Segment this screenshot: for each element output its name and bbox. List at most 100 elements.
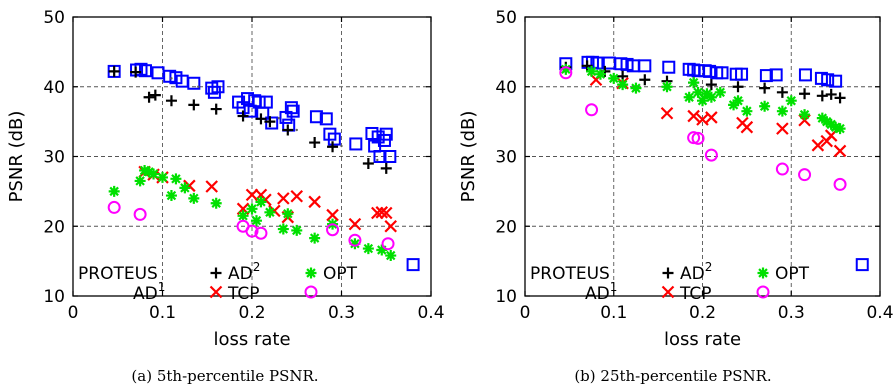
data-point	[340, 144, 343, 148]
legend-marker-ad2	[662, 267, 674, 279]
data-point	[834, 123, 846, 135]
data-point	[732, 81, 744, 93]
data-point	[245, 224, 259, 238]
data-point	[714, 86, 726, 98]
x-tick-label: 0.2	[689, 303, 716, 323]
data-point	[705, 111, 718, 124]
data-point	[277, 116, 281, 120]
data-point	[855, 258, 869, 272]
data-point	[348, 217, 362, 231]
data-point	[157, 171, 168, 183]
data-point	[381, 237, 395, 251]
x-tick-label: 0.1	[149, 303, 176, 323]
data-point	[833, 177, 847, 191]
series-dot	[170, 77, 379, 162]
data-point	[697, 95, 708, 107]
data-point	[594, 68, 606, 80]
legend-label-ad2-sup: 2	[705, 260, 713, 274]
data-point	[688, 77, 700, 89]
data-point	[379, 127, 393, 141]
data-point	[143, 91, 155, 103]
y-tick-label: 10	[43, 287, 65, 307]
data-point	[829, 74, 843, 88]
legend-marker-opt	[305, 267, 317, 279]
data-point	[165, 95, 177, 107]
data-point	[384, 219, 398, 233]
legend-label-ad1: AD1	[133, 280, 165, 304]
data-point	[108, 65, 120, 77]
data-point	[375, 206, 389, 219]
data-point	[715, 66, 729, 80]
legend-label-ad2: AD2	[680, 260, 712, 284]
data-point	[237, 110, 249, 122]
data-point	[728, 99, 740, 111]
data-point	[833, 144, 847, 158]
data-point	[799, 109, 811, 121]
series-plus	[108, 65, 392, 174]
data-point	[139, 164, 151, 176]
legend-marker-ad1	[304, 285, 318, 299]
y-tick-label: 30	[495, 148, 517, 168]
data-point	[385, 250, 397, 262]
data-point	[277, 223, 289, 235]
data-point	[740, 120, 754, 134]
legend-label-ad2: AD2	[228, 260, 260, 284]
data-point	[326, 223, 340, 237]
data-point	[608, 72, 620, 84]
legend-label-ad2-text: AD	[680, 264, 705, 284]
data-point	[188, 192, 200, 204]
data-point	[291, 224, 303, 236]
data-point	[799, 88, 811, 100]
data-point	[661, 81, 673, 93]
data-point	[691, 131, 705, 145]
x-tick-label: 0.4	[417, 303, 444, 323]
data-point	[590, 56, 604, 70]
data-point	[585, 103, 599, 117]
data-point	[188, 99, 200, 111]
data-point	[309, 137, 321, 149]
y-tick-label: 40	[43, 78, 65, 98]
chart-panel-b: 0 0.1 0.2 0.3 0.4 10 20 30 40 50 loss rate PSNR (dB…	[458, 8, 894, 385]
legend-label-tcp: TCP	[227, 284, 260, 304]
data-point	[210, 197, 222, 209]
data-point	[834, 92, 846, 104]
data-point	[143, 166, 155, 178]
legend-marker-tcp	[661, 285, 675, 299]
data-point	[309, 110, 323, 124]
data-point	[617, 79, 629, 91]
x-tick-label: 0.1	[600, 303, 627, 323]
data-point	[825, 88, 837, 100]
data-point	[205, 180, 219, 193]
data-point	[245, 188, 259, 202]
legend-marker-tcp	[209, 285, 223, 299]
data-point	[662, 60, 676, 74]
y-tick-label: 40	[495, 78, 517, 98]
data-point	[265, 116, 279, 130]
data-point	[741, 105, 753, 117]
legend-label-ad1-sup: 1	[610, 280, 618, 294]
data-point	[165, 190, 177, 202]
data-point	[687, 109, 700, 123]
data-point	[701, 88, 713, 100]
data-point	[255, 196, 267, 208]
data-point	[821, 73, 835, 87]
legend-label-ad2-text: AD	[228, 264, 253, 284]
data-point	[380, 162, 392, 174]
data-point	[759, 82, 771, 94]
data-point	[286, 104, 300, 118]
x-tick-label: 0	[68, 303, 79, 323]
legend-marker-ad1	[756, 285, 770, 299]
data-point	[327, 132, 341, 146]
data-point	[586, 65, 598, 77]
y-tick-label: 50	[43, 8, 65, 28]
data-point	[692, 86, 704, 98]
data-point	[769, 68, 783, 82]
series-square	[559, 55, 869, 272]
data-point	[130, 66, 142, 78]
series-asterisk	[108, 164, 397, 262]
data-point	[349, 238, 361, 250]
data-point	[282, 208, 294, 220]
data-point	[660, 106, 674, 120]
